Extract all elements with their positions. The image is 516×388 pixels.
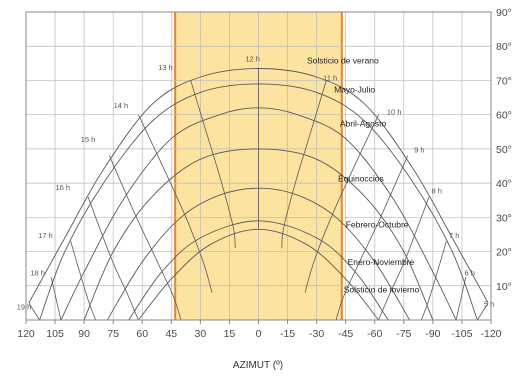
x-tick-label: -45: [338, 328, 353, 340]
x-tick-label: -60: [367, 328, 382, 340]
hour-label: 15 h: [81, 135, 96, 144]
x-tick-label: -105: [451, 328, 472, 340]
curve-label: Solsticio de invierno: [344, 285, 420, 295]
hour-label: 11 h: [323, 73, 337, 82]
y-tick-labels: 10° 20° 30° 40° 50° 60° 70° 80° 90°: [496, 7, 512, 293]
y-tick-label: 80°: [496, 41, 512, 53]
hour-line: [281, 80, 327, 249]
x-tick-label: -30: [309, 328, 324, 340]
hour-line: [335, 155, 409, 321]
x-tick-label: 75: [107, 328, 119, 340]
hour-label: 19 h: [17, 303, 32, 312]
hour-line: [50, 277, 62, 321]
hour-labels: 19 h 18 h 17 h 16 h 15 h 14 h 13 h 12 h 11 h 10 h…: [17, 55, 495, 312]
hour-line: [304, 114, 379, 293]
x-axis-title: AZIMUT (º): [233, 360, 283, 371]
x-tick-label: 45: [165, 328, 177, 340]
y-tick-label: 70°: [496, 75, 512, 87]
curve-label: Mayo-Julio: [334, 84, 375, 94]
hour-line: [70, 241, 97, 321]
curve-label: Febrero-Octubre: [346, 220, 409, 230]
curve-label: Abril-Agosto: [340, 119, 387, 129]
x-tick-label: -75: [396, 328, 411, 340]
y-tick-label: 40°: [496, 178, 512, 190]
hour-label: 5 h: [484, 299, 494, 308]
hour-label: 16 h: [56, 183, 71, 192]
hour-label: 9 h: [414, 145, 424, 154]
curve-labels: Solsticio de verano Mayo-Julio Abril-Agost…: [307, 55, 420, 294]
hour-label: 6 h: [464, 269, 474, 278]
hour-line: [28, 302, 40, 321]
hour-label: 18 h: [30, 269, 45, 278]
x-tick-label: 0: [256, 328, 262, 340]
x-tick-label: 30: [195, 328, 207, 340]
hour-label: 10 h: [387, 108, 402, 117]
curve-label: Equinoccios: [338, 173, 384, 183]
y-tick-label: 30°: [496, 212, 512, 224]
x-tick-label: -90: [425, 328, 440, 340]
x-tick-label: 60: [136, 328, 148, 340]
hour-line: [378, 196, 430, 321]
hour-line: [455, 277, 467, 321]
hour-line: [190, 80, 236, 249]
hour-label: 7 h: [449, 231, 459, 240]
hour-label: 13 h: [158, 63, 173, 72]
x-tick-label: -120: [480, 328, 501, 340]
x-tick-label: 120: [17, 328, 35, 340]
hour-label: 12 h: [245, 55, 260, 64]
curve-label: Solsticio de verano: [307, 55, 379, 65]
x-tick-label: 15: [224, 328, 236, 340]
x-tick-label: -15: [280, 328, 295, 340]
x-tick-label: 105: [46, 328, 64, 340]
y-tick-label: 90°: [496, 7, 512, 19]
hour-line: [108, 155, 182, 321]
hour-line: [477, 302, 489, 321]
hour-line: [138, 114, 213, 293]
hour-label: 17 h: [38, 231, 53, 240]
hour-line: [420, 241, 447, 321]
hour-label: 14 h: [114, 101, 129, 110]
y-tick-label: 20°: [496, 247, 512, 259]
curve-label: Enero-Noviembre: [348, 257, 415, 267]
x-tick-labels: 120 105 90 75 60 45 30 15 0 -15 -30 -45 -60 -75 -90 -10…: [17, 320, 502, 340]
y-tick-label: 10°: [496, 281, 512, 293]
x-tick-label: 90: [78, 328, 90, 340]
hour-lines-layer: [28, 68, 489, 321]
y-tick-label: 60°: [496, 110, 512, 122]
hour-label: 8 h: [432, 186, 442, 195]
hour-line: [87, 196, 139, 321]
y-tick-label: 50°: [496, 144, 512, 156]
